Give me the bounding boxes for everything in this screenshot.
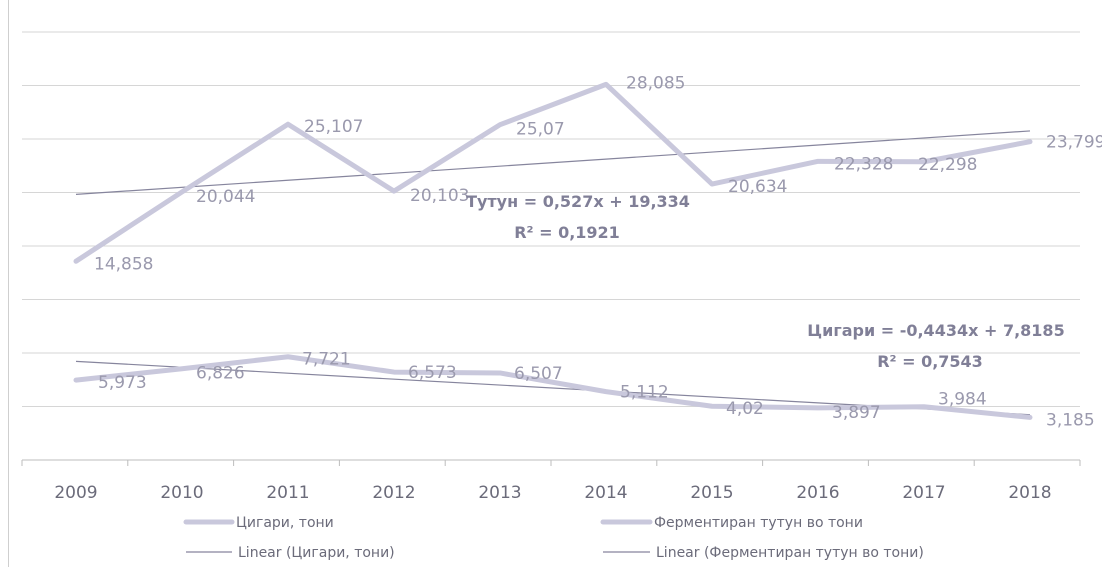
series-lines <box>73 81 1033 420</box>
legend-label-linear-cigarettes: Linear (Цигари, тони) <box>238 545 395 561</box>
data-label: 22,298 <box>918 155 977 175</box>
data-label: 6,826 <box>196 364 245 384</box>
legend-label-linear-tobacco: Linear (Ферментиран тутун во тони) <box>656 545 924 561</box>
x-tick-label: 2018 <box>1008 483 1051 503</box>
data-label: 3,984 <box>938 390 987 410</box>
data-label: 5,973 <box>98 373 147 393</box>
data-label: 7,721 <box>302 350 351 370</box>
annotation-r2-2: R² = 0,7543 <box>877 352 983 371</box>
data-label: 3,897 <box>832 403 881 423</box>
data-label: 5,112 <box>620 383 669 403</box>
annotation-equation-1: Тутун = 0,527x + 19,334 <box>466 192 690 211</box>
x-tick-label: 2013 <box>478 483 521 503</box>
series-line <box>73 354 1033 420</box>
data-labels: 5,973 6,826 7,721 6,573 6,507 5,112 4,02 3,897 3… <box>94 73 1102 430</box>
x-tick-label: 2012 <box>372 483 415 503</box>
trendline <box>75 130 1031 195</box>
legend-label-cigarettes: Цигари, тони <box>236 515 334 531</box>
data-label: 20,103 <box>410 186 469 206</box>
x-tick-label: 2010 <box>160 483 203 503</box>
data-label: 14,858 <box>94 254 153 274</box>
data-label: 20,044 <box>196 187 255 207</box>
legend: Цигари, тони Ферментиран тутун во тони L… <box>183 515 924 561</box>
data-label: 6,507 <box>514 364 563 384</box>
annotation-equation-2: Цигари = -0,4434x + 7,8185 <box>807 321 1064 340</box>
data-label: 25,107 <box>304 117 363 137</box>
x-axis: 2009 2010 2011 2012 2013 2014 2015 2016 2017 2018 <box>21 459 1081 503</box>
data-label: 25,07 <box>516 120 565 140</box>
legend-label-tobacco: Ферментиран тутун во тони <box>654 515 863 531</box>
data-label: 3,185 <box>1046 410 1095 430</box>
annotation-r2-1: R² = 0,1921 <box>514 223 620 242</box>
x-tick-label: 2014 <box>584 483 627 503</box>
x-tick-label: 2015 <box>690 483 733 503</box>
gridlines <box>22 31 1080 407</box>
data-label: 4,02 <box>726 399 764 419</box>
x-tick-label: 2016 <box>796 483 839 503</box>
data-label: 20,634 <box>728 177 787 197</box>
series-line <box>73 81 1033 264</box>
data-label: 6,573 <box>408 363 457 383</box>
data-label: 28,085 <box>626 73 685 93</box>
x-tick-label: 2017 <box>902 483 945 503</box>
data-label: 23,799 <box>1046 133 1102 153</box>
page-edge <box>8 0 9 567</box>
x-tick-label: 2011 <box>266 483 309 503</box>
x-tick-label: 2009 <box>54 483 97 503</box>
data-label: 22,328 <box>834 154 893 174</box>
